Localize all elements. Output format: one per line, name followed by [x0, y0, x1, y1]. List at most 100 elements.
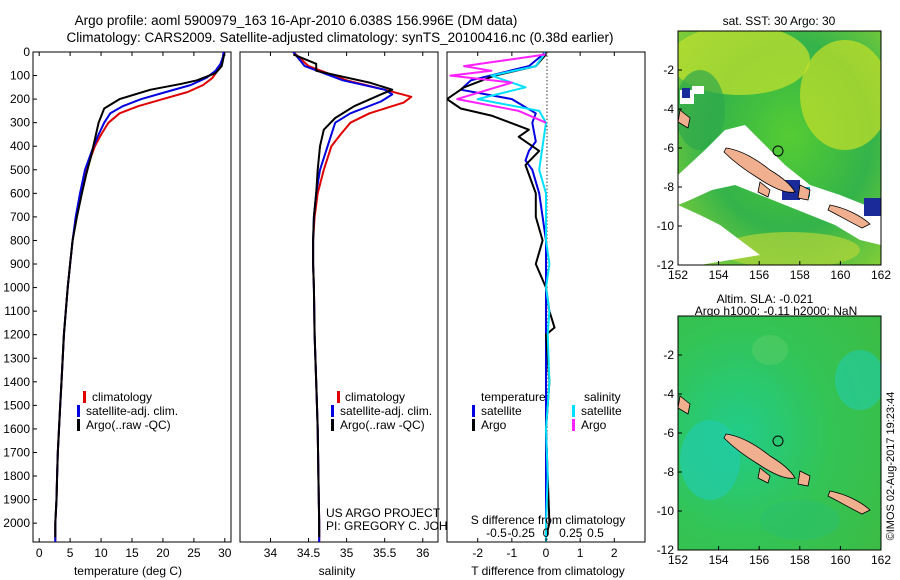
map-x-tick-label: 152	[668, 268, 688, 282]
x-tick-label: -1	[507, 546, 518, 560]
salinity-xlabel: salinity	[319, 564, 356, 578]
y-tick-label: 1400	[3, 375, 30, 389]
x-tick-label: -2	[472, 546, 483, 560]
sst-map-panel: sat. SST: 30 Argo: 30 152 154 156 158 160 162…	[657, 14, 892, 282]
y-tick-label: 100	[10, 69, 30, 83]
s-tick-label: 0.5	[587, 526, 604, 540]
s-difference-label: S difference from climatology	[471, 513, 626, 527]
map-y-tick-label: -10	[657, 504, 675, 518]
s-tick-label: 0	[543, 526, 550, 540]
x-tick-label: 20	[156, 546, 170, 560]
x-tick-label: 15	[125, 546, 139, 560]
y-tick-label: 1800	[3, 469, 30, 483]
project-annotation-line1: US ARGO PROJECT	[326, 506, 441, 520]
y-tick-label: 1200	[3, 328, 30, 342]
legend-salinity-title: salinity	[584, 390, 621, 404]
legend-t-satellite: satellite	[481, 404, 522, 418]
x-tick-label: 36	[416, 546, 430, 560]
legend-argo: Argo(..raw -QC)	[340, 418, 425, 432]
credit-text: ©IMOS 02-Aug-2017 19:23:44	[885, 392, 897, 541]
y-tick-label: 200	[10, 92, 30, 106]
y-tick-label: 1700	[3, 445, 30, 459]
legend-satellite-adj: satellite-adj. clim.	[340, 404, 432, 418]
map-y-tick-label: -12	[657, 543, 675, 557]
y-tick-label: 600	[10, 186, 30, 200]
map-y-tick-label: -6	[663, 426, 674, 440]
y-tick-label: 800	[10, 233, 30, 247]
salinity-axes-frame	[239, 51, 439, 543]
legend-climatology: climatology	[345, 390, 405, 404]
x-tick-label: 35	[340, 546, 354, 560]
x-tick-label: 30	[218, 546, 232, 560]
map-y-tick-label: -2	[663, 63, 674, 77]
x-tick-label: 0	[543, 546, 550, 560]
map-x-tick-label: 156	[749, 268, 769, 282]
figure-title-line1: Argo profile: aoml 5900979_163 16-Apr-20…	[75, 13, 518, 28]
project-annotation-line2: PI: GREGORY C. JOHNSON	[326, 519, 482, 533]
y-tick-label: 300	[10, 116, 30, 130]
argo-location-marker	[772, 145, 784, 157]
sst-map-title: sat. SST: 30 Argo: 30	[723, 14, 836, 28]
y-tick-label: 1300	[3, 351, 30, 365]
x-tick-label: 2	[611, 546, 618, 560]
sla-map-panel: Altim. SLA: -0.021 Argo h1000: -0.11 h20…	[657, 292, 892, 567]
legend-climatology: climatology	[92, 390, 152, 404]
s-tick-label: -0.5	[486, 526, 507, 540]
series-difference-2	[476, 52, 551, 542]
sla-islands	[678, 395, 871, 515]
map-x-tick-label: 152	[668, 553, 688, 567]
map-x-tick-label: 162	[871, 553, 891, 567]
legend-argo: Argo(..raw -QC)	[86, 418, 171, 432]
difference-panel: -2 -1 0 1 2 -0.5 -0.25 0 0.25 0.5 S difference f…	[446, 51, 646, 578]
x-tick-label: 1	[577, 546, 584, 560]
map-x-tick-label: 158	[790, 268, 810, 282]
y-tick-label: 900	[10, 257, 30, 271]
map-y-tick-label: -2	[663, 348, 674, 362]
map-x-tick-label: 158	[790, 553, 810, 567]
series-difference-3	[449, 53, 547, 124]
difference-legend: temperature salinity satellite Argo sate…	[472, 390, 622, 432]
x-tick-label: 34	[264, 546, 278, 560]
map-y-tick-label: -8	[663, 465, 674, 479]
map-x-tick-label: 160	[830, 268, 850, 282]
s-tick-label: 0.25	[559, 526, 583, 540]
y-tick-label: 1100	[4, 304, 30, 318]
temperature-legend: climatology satellite-adj. clim. Argo(..…	[77, 390, 178, 432]
salinity-legend: climatology satellite-adj. clim. Argo(..…	[331, 390, 432, 432]
map-y-tick-label: -6	[663, 141, 674, 155]
argo-location-marker	[772, 435, 784, 447]
map-y-tick-label: -10	[657, 219, 675, 233]
x-tick-label: 0	[36, 546, 43, 560]
map-y-tick-label: -8	[663, 180, 674, 194]
map-y-tick-label: -4	[663, 387, 674, 401]
map-x-tick-label: 154	[709, 553, 729, 567]
temperature-xlabel: temperature (deg C)	[74, 564, 182, 578]
series-salinity-2	[292, 53, 394, 538]
y-tick-label: 400	[10, 139, 30, 153]
map-x-tick-label: 162	[871, 268, 891, 282]
sst-islands	[678, 109, 871, 229]
map-x-tick-label: 156	[749, 553, 769, 567]
sla-map-subtitle: Argo h1000: -0.11 h2000: NaN	[695, 304, 858, 318]
series-temperature-2	[54, 54, 226, 538]
legend-s-satellite: satellite	[581, 404, 622, 418]
y-tick-label: 500	[10, 163, 30, 177]
legend-satellite-adj: satellite-adj. clim.	[86, 404, 178, 418]
map-y-tick-label: -12	[657, 258, 675, 272]
sla-map-title: Altim. SLA: -0.021	[717, 292, 814, 306]
map-x-tick-label: 160	[830, 553, 850, 567]
salinity-panel: 34 34.5 35 35.5 36 salinity climatology sate…	[239, 51, 482, 578]
x-tick-label: 25	[187, 546, 201, 560]
x-tick-label: 35.5	[373, 546, 397, 560]
y-tick-label: 1500	[3, 398, 30, 412]
map-x-tick-label: 154	[709, 268, 729, 282]
y-tick-label: 0	[23, 45, 30, 59]
y-tick-label: 1600	[3, 422, 30, 436]
y-tick-label: 2000	[3, 516, 30, 530]
legend-s-argo: Argo	[581, 418, 607, 432]
temperature-axes-frame	[32, 51, 232, 543]
x-tick-label: 5	[67, 546, 74, 560]
x-tick-label: 10	[94, 546, 108, 560]
legend-temperature-title: temperature	[481, 390, 546, 404]
